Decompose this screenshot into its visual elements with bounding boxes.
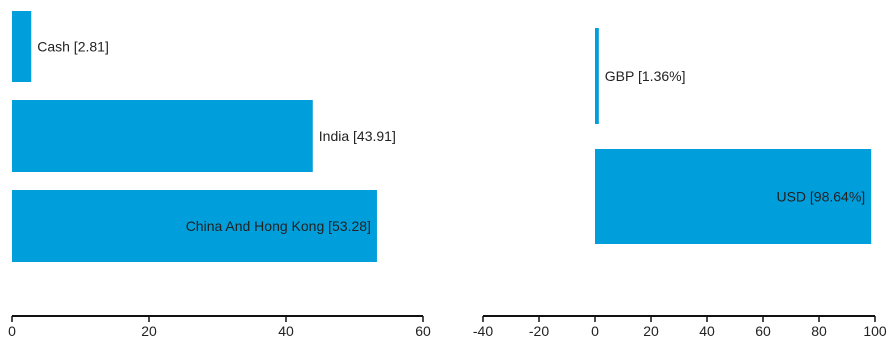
currency-x-tick-label: 100: [863, 323, 887, 338]
currency-allocation-chart: GBP [1.36%] USD [98.64%] -40 -20 0 20 40 60 80 10…: [473, 28, 887, 338]
currency-x-tick-label: -40: [473, 323, 493, 338]
currency-x-tick-label: 40: [699, 323, 715, 338]
sector-allocation-chart: Cash [2.81] India [43.91] China And Hong K…: [8, 11, 431, 338]
currency-bar-label-gbp: GBP [1.36%]: [605, 68, 686, 84]
sector-bar-label-india: India [43.91]: [319, 128, 396, 144]
sector-x-tick-label: 40: [278, 323, 294, 338]
currency-bar-gbp: [595, 28, 599, 124]
sector-bar-china-and-hong-kong: [12, 190, 377, 262]
currency-x-tick-label: 0: [591, 323, 599, 338]
currency-x-tick-label: 60: [755, 323, 771, 338]
currency-bar-label-usd: USD [98.64%]: [776, 189, 865, 205]
sector-bar-india: [12, 100, 313, 172]
sector-x-tick-label: 20: [141, 323, 157, 338]
sector-bar-label-cash: Cash [2.81]: [37, 39, 109, 55]
currency-x-tick-label: 80: [811, 323, 827, 338]
currency-x-tick-label: -20: [529, 323, 549, 338]
sector-bar-cash: [12, 11, 32, 82]
sector-x-tick-label: 0: [8, 323, 16, 338]
sector-x-tick-label: 60: [415, 323, 431, 338]
currency-x-tick-label: 20: [643, 323, 659, 338]
currency-bar-usd: [595, 149, 872, 244]
sector-bar-label-china-and-hong-kong: China And Hong Kong [53.28]: [186, 218, 371, 234]
